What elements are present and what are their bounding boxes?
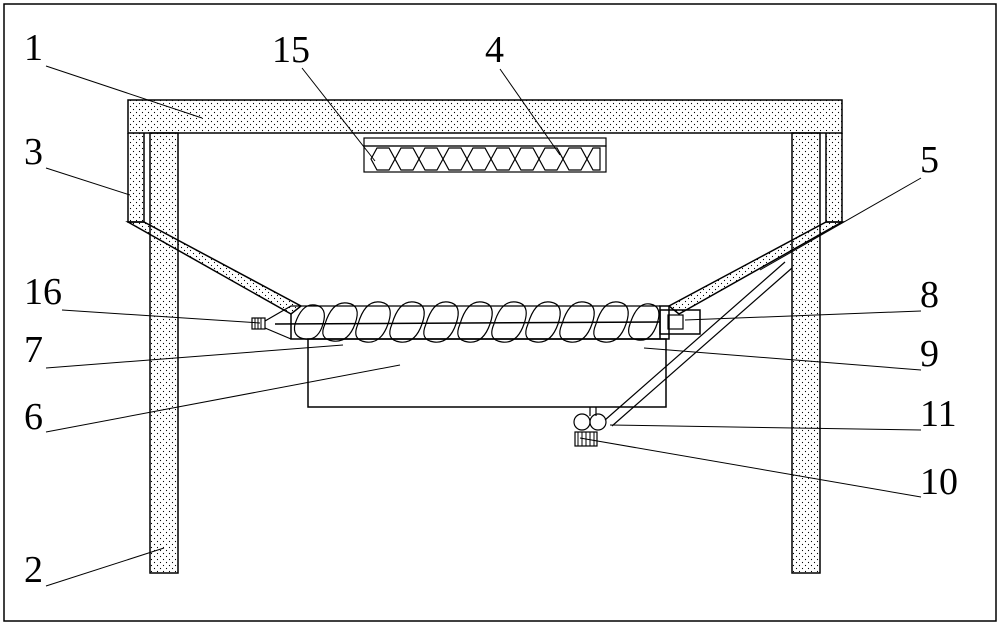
label-1: 1 xyxy=(24,26,43,70)
left-nozzle xyxy=(252,318,265,329)
angled-pipe xyxy=(605,262,792,426)
right-leg xyxy=(792,133,820,573)
label-2: 2 xyxy=(24,548,43,592)
left-leg xyxy=(150,133,178,573)
label-10: 10 xyxy=(920,460,958,504)
label-9: 9 xyxy=(920,332,939,376)
honeycomb-assembly xyxy=(364,138,606,172)
screw-auger xyxy=(275,302,660,342)
label-5: 5 xyxy=(920,138,939,182)
label-6: 6 xyxy=(24,395,43,439)
label-15: 15 xyxy=(272,28,310,72)
label-4: 4 xyxy=(485,28,504,72)
collection-box xyxy=(308,339,666,407)
hopper-left-wall xyxy=(128,133,144,222)
label-8: 8 xyxy=(920,273,939,317)
label-11: 11 xyxy=(920,392,957,436)
label-16: 16 xyxy=(24,270,62,314)
hopper-right-wall xyxy=(826,133,842,222)
honeycomb-cells xyxy=(371,148,600,170)
label-3: 3 xyxy=(24,130,43,174)
label-7: 7 xyxy=(24,328,43,372)
technical-diagram xyxy=(0,0,1000,625)
top-plate xyxy=(128,100,842,133)
